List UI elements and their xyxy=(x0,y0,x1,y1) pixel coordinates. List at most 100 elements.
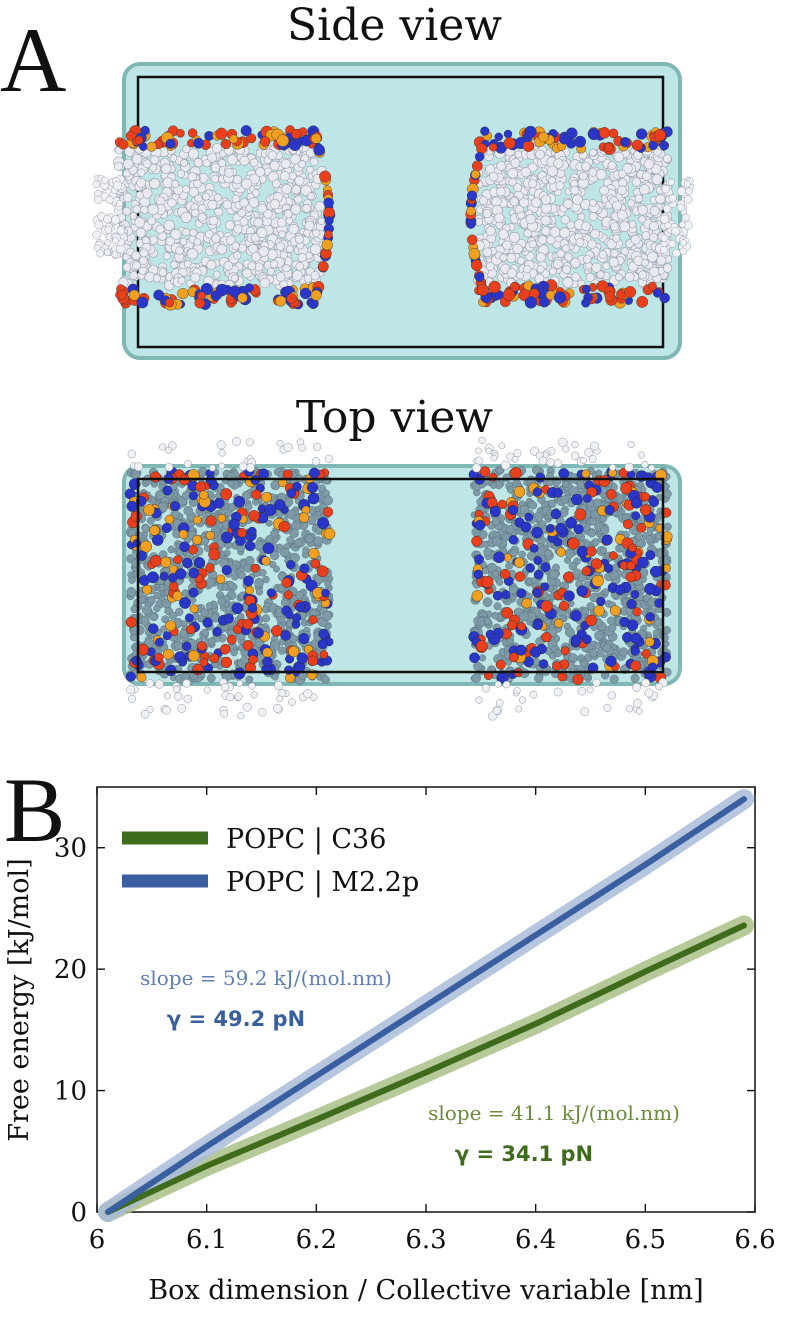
lipid-atom xyxy=(502,473,511,482)
head-group-atom xyxy=(501,607,514,619)
head-group-atom xyxy=(125,616,137,628)
lipid-atom xyxy=(244,502,253,511)
head-group-atom xyxy=(223,613,234,624)
head-group-atom xyxy=(560,646,570,656)
lipid-tail-atom xyxy=(627,440,635,448)
head-group-atom xyxy=(601,534,613,546)
head-group-atom xyxy=(153,289,165,301)
x-tick-label: 6.6 xyxy=(734,1225,775,1255)
lipid-tail-atom xyxy=(668,194,677,203)
lipid-tail-atom xyxy=(147,204,159,216)
lipid-tail-atom xyxy=(239,217,249,227)
head-group-atom xyxy=(247,526,257,536)
lipid-tail-atom xyxy=(648,233,658,243)
lipid-atom xyxy=(322,495,333,506)
head-group-atom xyxy=(538,659,549,669)
lipid-tail-atom xyxy=(590,441,599,451)
lipid-tail-atom xyxy=(679,239,687,247)
head-group-atom xyxy=(154,652,164,663)
head-group-atom xyxy=(182,557,193,569)
head-group-atom xyxy=(283,590,293,600)
head-group-atom xyxy=(220,656,233,669)
lipid-atom xyxy=(518,550,526,559)
lipid-tail-atom xyxy=(127,449,137,459)
lipid-tail-atom xyxy=(639,184,650,195)
head-group-atom xyxy=(202,617,213,628)
lipid-tail-atom xyxy=(206,152,217,163)
lipid-tail-atom xyxy=(498,229,509,240)
lipid-tail-atom xyxy=(564,252,573,262)
lipid-tail-atom xyxy=(592,678,601,687)
head-group-atom xyxy=(630,497,643,509)
lipid-tail-atom xyxy=(191,208,200,218)
m22p-gamma-annotation: γ = 49.2 pN xyxy=(167,1007,305,1031)
lipid-tail-atom xyxy=(672,248,681,258)
head-group-atom xyxy=(539,297,550,308)
lipid-atom xyxy=(652,629,660,637)
head-group-atom xyxy=(517,622,526,631)
lipid-tail-atom xyxy=(671,226,680,236)
lipid-tail-atom xyxy=(259,277,270,289)
lipid-tail-atom xyxy=(584,448,593,457)
head-group-atom xyxy=(178,529,189,539)
head-group-atom xyxy=(509,281,520,292)
head-group-atom xyxy=(476,284,489,296)
lipid-tail-atom xyxy=(294,175,305,186)
plot-frame xyxy=(96,786,756,1213)
lipid-tail-atom xyxy=(283,442,293,452)
lipid-atom xyxy=(595,469,603,477)
lipid-tail-atom xyxy=(253,218,263,228)
head-group-atom xyxy=(242,618,254,630)
lipid-tail-atom xyxy=(495,699,504,707)
head-group-atom xyxy=(165,138,176,149)
lipid-atom xyxy=(230,648,238,657)
y-tick-label: 0 xyxy=(70,1198,87,1228)
lipid-atom xyxy=(660,633,669,642)
lipid-atom xyxy=(322,611,333,621)
head-group-atom xyxy=(466,219,476,229)
lipid-tail-atom xyxy=(540,194,551,205)
lipid-tail-atom xyxy=(591,262,602,273)
series-line-0 xyxy=(105,922,747,1215)
lipid-tail-atom xyxy=(511,455,519,463)
head-group-atom xyxy=(570,634,582,646)
head-group-atom xyxy=(495,659,506,670)
lipid-tail-atom xyxy=(570,451,580,460)
lipid-atom xyxy=(168,611,177,620)
head-group-atom xyxy=(240,125,252,137)
head-group-atom xyxy=(585,614,597,627)
lipid-atom xyxy=(231,573,239,581)
lipid-tail-atom xyxy=(127,694,136,703)
lipid-atom xyxy=(663,522,672,531)
lipid-tail-atom xyxy=(613,151,624,163)
lipid-tail-atom xyxy=(274,681,283,691)
lipid-atom xyxy=(473,661,483,671)
lipid-tail-atom xyxy=(193,238,202,246)
lipid-atom xyxy=(217,597,226,606)
lipid-tail-atom xyxy=(258,707,267,717)
lipid-tail-atom xyxy=(104,225,113,234)
lipid-tail-atom xyxy=(528,179,538,188)
head-group-atom xyxy=(559,133,570,145)
head-group-atom xyxy=(212,626,222,637)
lipid-tail-atom xyxy=(681,213,690,222)
lipid-tail-atom xyxy=(632,698,642,708)
lipid-tail-atom xyxy=(239,198,249,208)
lipid-tail-atom xyxy=(649,205,660,216)
lipid-atom xyxy=(491,536,502,547)
head-group-atom xyxy=(503,137,516,150)
lipid-atom xyxy=(258,569,267,577)
head-group-atom xyxy=(308,547,320,559)
lipid-tail-atom xyxy=(155,224,165,234)
lipid-tail-atom xyxy=(232,437,241,446)
lipid-tail-atom xyxy=(552,259,563,269)
head-group-atom xyxy=(630,633,642,645)
head-group-atom xyxy=(226,634,237,645)
lipid-tail-atom xyxy=(586,686,594,694)
x-axis-label: Box dimension / Collective variable [nm] xyxy=(148,1275,703,1306)
lipid-tail-atom xyxy=(204,229,214,239)
lipid-tail-atom xyxy=(111,215,121,225)
lipid-tail-atom xyxy=(206,259,217,270)
head-group-atom xyxy=(651,482,663,493)
lipid-tail-atom xyxy=(559,227,571,239)
